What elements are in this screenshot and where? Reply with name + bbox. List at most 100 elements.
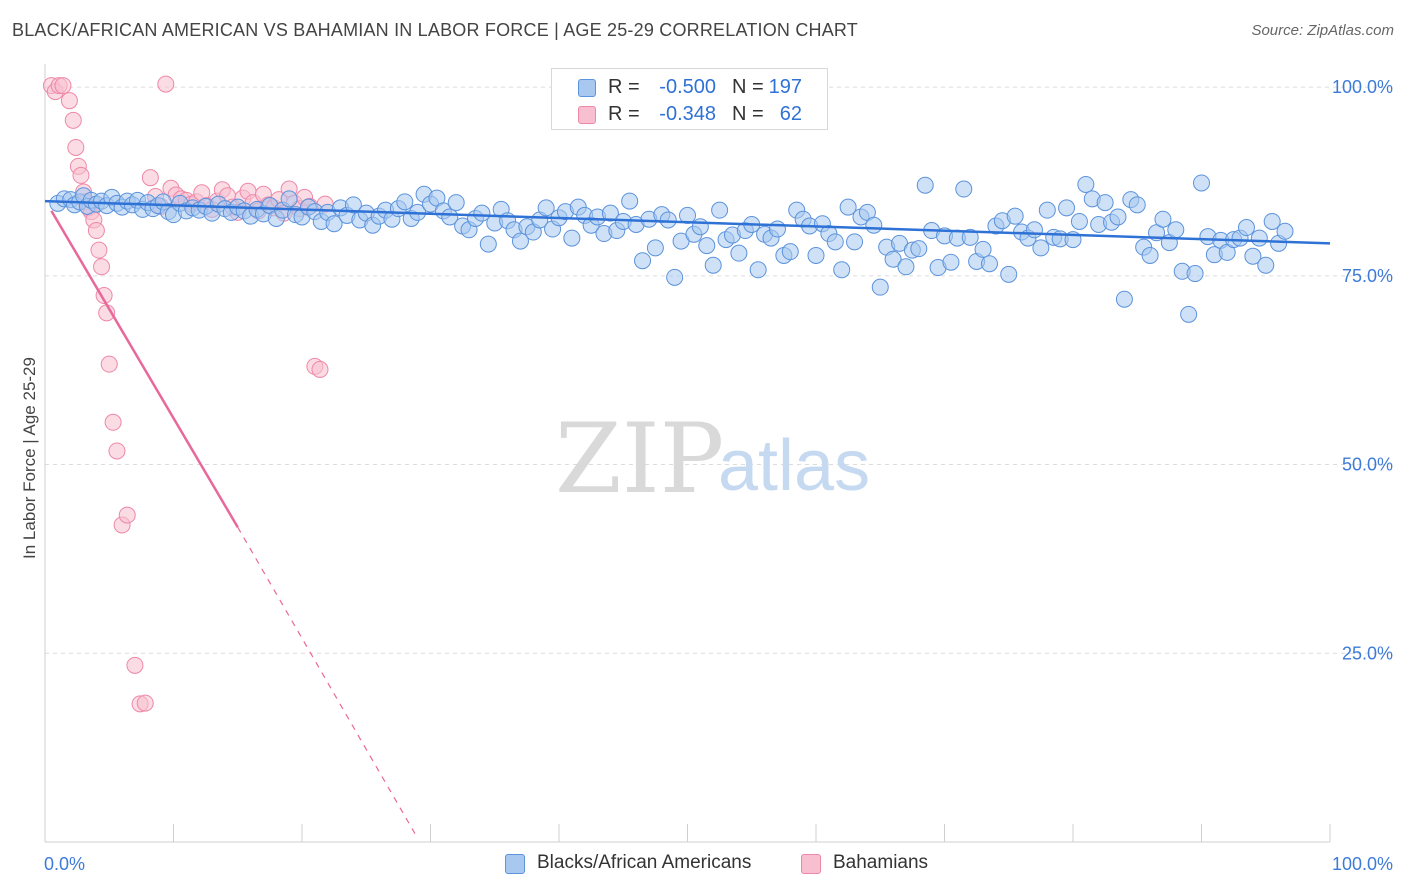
- bahamians-point: [311, 360, 329, 378]
- y-tick-label: 100.0%: [1332, 77, 1393, 97]
- blacks-african-americans-point: [479, 235, 497, 253]
- blacks-african-americans-point: [974, 240, 992, 258]
- blacks-african-americans-point: [961, 228, 979, 246]
- bahamians-point: [157, 75, 175, 93]
- source-text: Source: ZipAtlas.com: [1251, 22, 1394, 39]
- y-tick-label: 25.0%: [1342, 643, 1393, 663]
- blacks-african-americans-point: [871, 278, 889, 296]
- bahamians-point: [72, 166, 90, 184]
- blacks-african-americans-point: [1128, 196, 1146, 214]
- blacks-african-americans-point: [563, 229, 581, 247]
- n-value: 62: [779, 103, 802, 125]
- blacks-african-americans-point: [646, 239, 664, 257]
- y-tick-label: 75.0%: [1342, 266, 1393, 286]
- blacks-african-americans-point: [826, 233, 844, 251]
- bahamians-point: [60, 92, 78, 110]
- trend-lines: [44, 199, 1331, 839]
- bahamians-trend-line: [50, 210, 239, 528]
- stats-row-blue: R = -0.500 N = 197: [552, 73, 827, 101]
- blacks-african-americans-point: [980, 255, 998, 273]
- bahamians-point: [87, 222, 105, 240]
- blacks-african-americans-point: [1193, 174, 1210, 192]
- blacks-african-americans-point: [1070, 212, 1088, 230]
- blacks-african-americans-point: [955, 180, 973, 198]
- blacks-african-americans-point: [749, 261, 767, 279]
- blacks-african-americans-point: [865, 216, 883, 234]
- blacks-african-americans-point: [1263, 212, 1281, 230]
- blacks-african-americans-point: [884, 250, 902, 268]
- blacks-african-americans-point: [781, 243, 799, 261]
- blacks-african-americans-point: [1000, 265, 1018, 283]
- blacks-african-americans-point: [325, 215, 343, 233]
- blacks-african-americans-point: [344, 196, 362, 214]
- stats-row-pink: R = -0.348 N = 62: [552, 100, 827, 128]
- bahamians-point: [67, 138, 85, 156]
- x-tick-label: 100.0%: [1332, 854, 1393, 874]
- blacks-african-americans-point: [1167, 221, 1185, 239]
- watermark-atlas: atlas: [718, 426, 870, 506]
- blacks-african-americans-point: [1115, 290, 1133, 308]
- blacks-african-americans-point: [1077, 175, 1095, 193]
- tick-labels: 100.0% 75.0% 50.0% 25.0% 0.0% 100.0%: [44, 77, 1393, 874]
- blacks-african-americans-point: [916, 176, 934, 194]
- r-value: -0.348: [659, 103, 716, 125]
- bahamians-point: [93, 258, 111, 276]
- blacks-african-americans-point: [1250, 229, 1268, 247]
- blacks-african-americans-point: [1257, 256, 1275, 274]
- legend-label-blue: Blacks/African Americans: [537, 852, 752, 873]
- stats-legend: R = -0.500 N = 197 R = -0.348 N = 62: [551, 68, 828, 130]
- n-label: N =: [732, 76, 764, 98]
- bahamians-point: [64, 111, 82, 129]
- blacks-african-americans-point: [839, 198, 857, 216]
- bahamians-trend-line-extension: [237, 526, 419, 839]
- pink-swatch: [578, 106, 596, 124]
- n-value: 197: [768, 76, 802, 98]
- blacks-african-americans-point: [1032, 239, 1050, 257]
- blacks-african-americans-point: [1058, 199, 1076, 217]
- pink-legend-swatch: [801, 854, 821, 874]
- blacks-african-americans-point: [601, 204, 619, 222]
- blacks-african-americans-point: [1237, 219, 1255, 237]
- blacks-african-americans-point: [621, 192, 639, 210]
- x-tick-label: 0.0%: [44, 854, 85, 874]
- bahamians-point: [104, 413, 122, 431]
- blacks-african-americans-point: [1186, 265, 1204, 283]
- blacks-african-americans-point: [511, 232, 529, 250]
- bahamians-points: [42, 75, 334, 713]
- bahamians-point: [126, 656, 144, 674]
- n-label: N =: [732, 103, 764, 125]
- blacks-african-americans-point: [910, 240, 928, 258]
- blacks-african-americans-point: [280, 190, 298, 208]
- blacks-african-americans-point: [473, 204, 491, 222]
- y-axis-label: In Labor Force | Age 25-29: [20, 357, 39, 559]
- blacks-african-americans-point: [1244, 247, 1262, 265]
- blacks-african-americans-point: [447, 194, 465, 212]
- watermark-zip: ZIP: [555, 403, 724, 515]
- blacks-african-americans-points: [49, 174, 1294, 323]
- chart-title: BLACK/AFRICAN AMERICAN VS BAHAMIAN IN LA…: [12, 20, 858, 40]
- blacks-african-americans-point: [396, 193, 414, 211]
- blacks-african-americans-trend-line: [44, 199, 1331, 245]
- r-value: -0.500: [659, 76, 716, 98]
- watermark: ZIP atlas: [555, 403, 870, 515]
- grid-lines: [45, 86, 1390, 654]
- blacks-african-americans-point: [846, 233, 864, 251]
- bahamians-point: [54, 77, 72, 95]
- blacks-african-americans-point: [1141, 246, 1159, 264]
- blacks-african-americans-point: [441, 208, 459, 226]
- bahamians-point: [118, 506, 136, 524]
- blacks-african-americans-point: [897, 258, 915, 276]
- blacks-african-americans-point: [1006, 207, 1024, 225]
- bahamians-point: [141, 169, 159, 187]
- blacks-african-americans-point: [659, 211, 677, 229]
- y-tick-label: 50.0%: [1342, 455, 1393, 475]
- blacks-african-americans-point: [730, 244, 748, 262]
- r-label: R =: [608, 103, 640, 125]
- blacks-african-americans-point: [1096, 194, 1114, 212]
- blacks-african-americans-point: [704, 256, 722, 274]
- bahamians-point: [136, 694, 154, 712]
- blacks-african-americans-point: [833, 261, 851, 279]
- blacks-african-americans-point: [1276, 222, 1294, 240]
- blacks-african-americans-point: [691, 218, 709, 236]
